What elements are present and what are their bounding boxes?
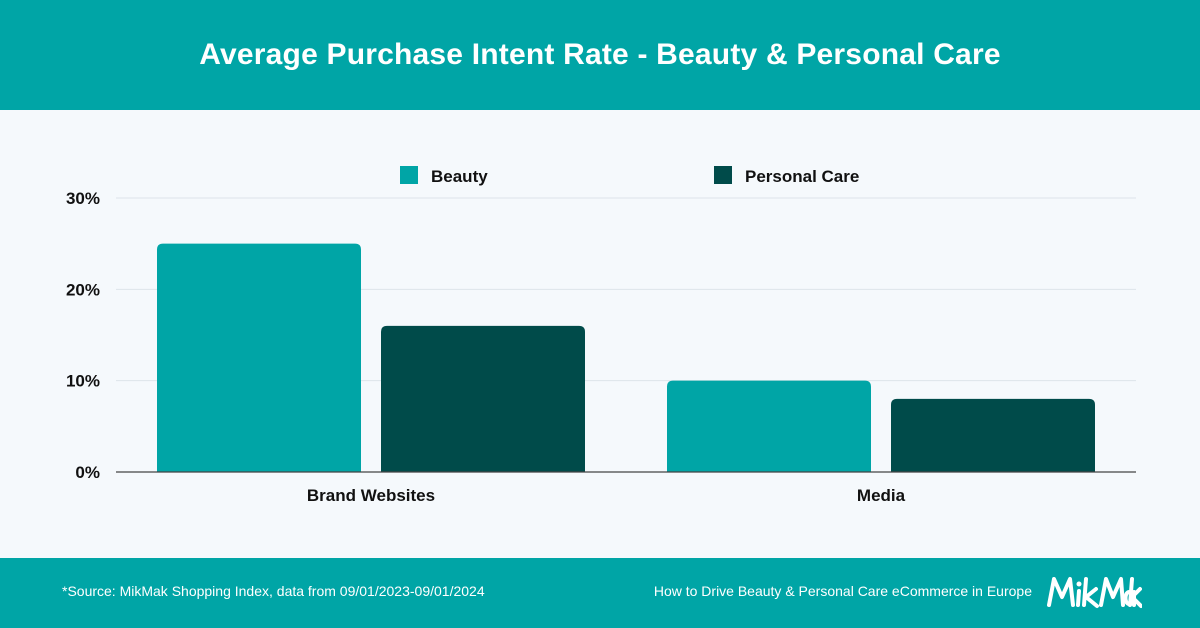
footer: *Source: MikMak Shopping Index, data fro… [0,558,1200,628]
legend-label: Personal Care [745,167,859,186]
source-note: *Source: MikMak Shopping Index, data fro… [62,583,485,599]
y-tick-label: 20% [66,280,100,299]
y-tick-label: 10% [66,372,100,391]
chart-header: Average Purchase Intent Rate - Beauty & … [0,0,1200,110]
bar [667,380,871,472]
legend-swatch [400,166,418,184]
mikmak-logo [1047,577,1142,608]
y-tick-label: 30% [66,189,100,208]
legend-label: Beauty [431,167,488,186]
chart-area: 0% 10% 20% 30% Brand Websites Media Beauty Pers… [0,110,1200,558]
x-category-label: Media [857,486,906,505]
bar-chart: 0% 10% 20% 30% Brand Websites Media Beauty Pers… [66,166,1136,505]
x-category-label: Brand Websites [307,486,435,505]
y-tick-label: 0% [75,463,100,482]
chart-title: Average Purchase Intent Rate - Beauty & … [199,38,1001,71]
legend-swatch [714,166,732,184]
report-reference: How to Drive Beauty & Personal Care eCom… [653,583,1032,599]
bar [381,325,585,472]
bar [891,398,1095,472]
bar [157,243,361,472]
